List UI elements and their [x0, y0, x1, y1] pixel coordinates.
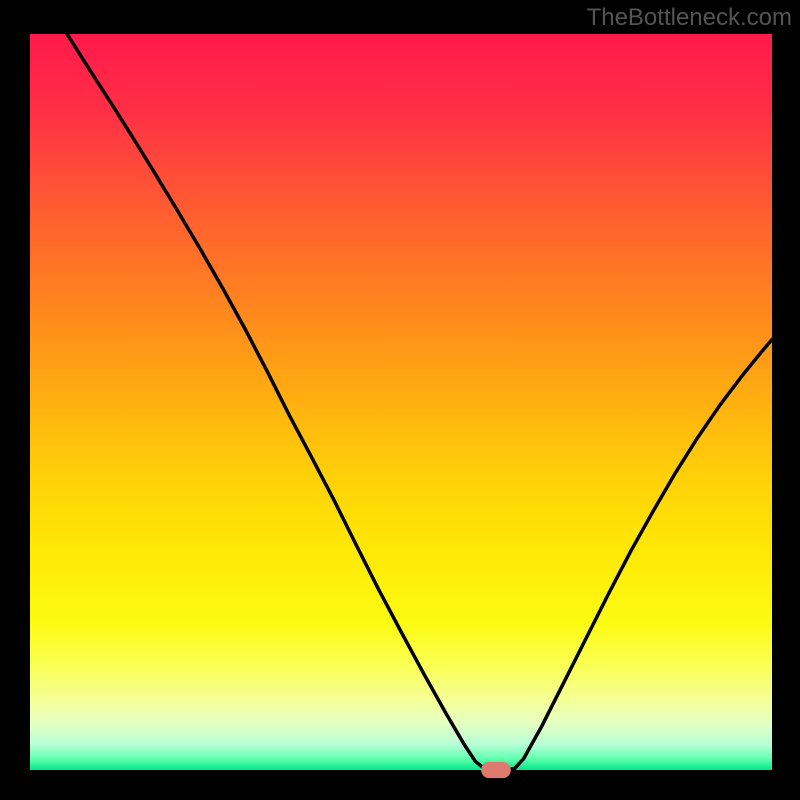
bottleneck-chart [0, 0, 800, 800]
chart-background [30, 34, 772, 770]
chart-container: TheBottleneck.com [0, 0, 800, 800]
optimum-marker [481, 762, 511, 778]
watermark-text: TheBottleneck.com [587, 4, 792, 32]
